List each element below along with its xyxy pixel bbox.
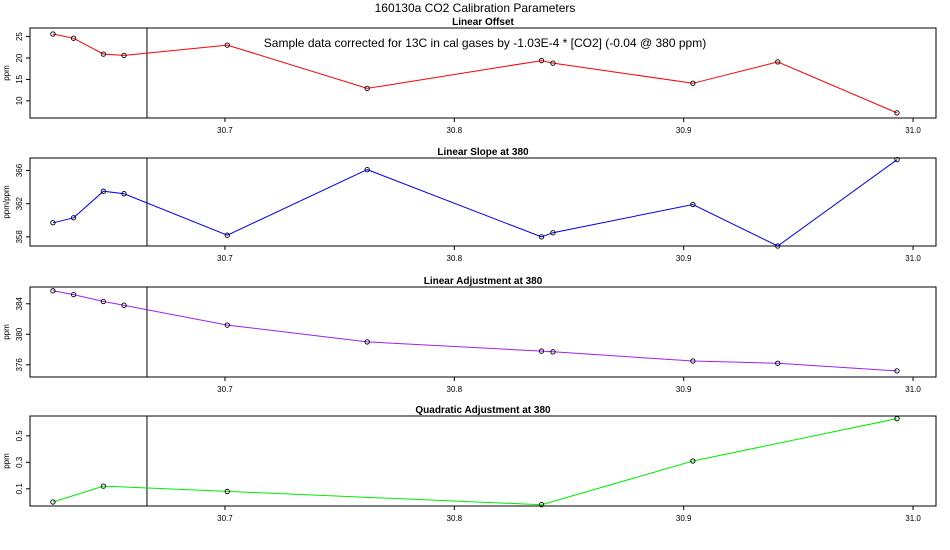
y-tick-label: 0.3 bbox=[15, 456, 24, 468]
x-tick-label: 30.8 bbox=[447, 385, 463, 394]
x-tick-label: 30.9 bbox=[676, 385, 692, 394]
plot-frame bbox=[29, 286, 937, 378]
plot-frame bbox=[29, 415, 937, 507]
data-point bbox=[121, 191, 127, 197]
data-point bbox=[550, 60, 556, 66]
data-point bbox=[50, 220, 56, 226]
data-point bbox=[690, 458, 696, 464]
data-point bbox=[538, 348, 545, 354]
data-point bbox=[538, 502, 545, 508]
x-tick-label: 30.7 bbox=[217, 385, 233, 394]
y-axis-label: ppm bbox=[2, 453, 11, 469]
data-point bbox=[775, 360, 781, 366]
data-point bbox=[894, 157, 900, 163]
data-point bbox=[775, 243, 781, 249]
panel-title: Linear Adjustment at 380 bbox=[424, 276, 543, 287]
series-line bbox=[52, 418, 898, 506]
x-tick-label: 30.7 bbox=[217, 514, 233, 523]
y-tick-label: 362 bbox=[15, 196, 24, 210]
y-axis-label: ppm bbox=[2, 324, 11, 340]
data-point bbox=[894, 415, 900, 422]
data-point bbox=[121, 302, 127, 308]
figure-title: 160130a CO2 Calibration Parameters bbox=[375, 1, 576, 15]
plot-frame bbox=[29, 27, 937, 119]
panel-title: Linear Slope at 380 bbox=[437, 147, 529, 158]
data-point bbox=[894, 368, 900, 374]
data-point bbox=[50, 499, 56, 505]
x-tick-label: 31.0 bbox=[905, 514, 921, 523]
y-tick-label: 10 bbox=[15, 96, 24, 105]
y-tick-label: 384 bbox=[15, 297, 24, 311]
y-tick-label: 0.1 bbox=[15, 483, 24, 495]
data-point bbox=[538, 57, 545, 64]
data-point bbox=[70, 291, 77, 298]
data-point bbox=[224, 488, 230, 495]
data-point bbox=[364, 166, 370, 173]
x-tick-label: 31.0 bbox=[905, 385, 921, 394]
x-tick-label: 30.8 bbox=[447, 126, 463, 135]
data-point bbox=[100, 51, 107, 57]
y-tick-label: 380 bbox=[15, 327, 24, 341]
data-point bbox=[775, 59, 781, 65]
data-point bbox=[550, 349, 556, 355]
data-point bbox=[70, 215, 77, 221]
data-point bbox=[690, 80, 696, 86]
y-tick-label: 25 bbox=[15, 32, 24, 41]
panel-4: Quadratic Adjustment at 380 ppm 0.1 0.3 0.5 3… bbox=[2, 405, 937, 523]
y-tick-label: 15 bbox=[15, 74, 24, 83]
calibration-annotation: Sample data corrected for 13C in cal gas… bbox=[264, 36, 706, 50]
data-point bbox=[364, 85, 370, 92]
data-point bbox=[70, 35, 77, 41]
x-tick-label: 31.0 bbox=[905, 126, 921, 135]
panel-title: Quadratic Adjustment at 380 bbox=[415, 405, 551, 416]
chart-panels: Linear Offset ppm 10 15 20 25 30.7 30.8 30.9 31.0… bbox=[2, 17, 937, 523]
data-point bbox=[224, 322, 230, 328]
data-point bbox=[550, 230, 556, 236]
data-point bbox=[364, 339, 370, 345]
data-point bbox=[100, 483, 107, 489]
y-tick-label: 366 bbox=[15, 163, 24, 177]
x-tick-label: 30.7 bbox=[217, 254, 233, 263]
y-axis-label: ppm/ppm bbox=[2, 185, 11, 219]
series-line bbox=[52, 33, 898, 114]
panel-2: Linear Slope at 380 ppm/ppm 358 362 366 30.7 3… bbox=[2, 147, 937, 263]
data-point bbox=[100, 188, 107, 194]
data-point bbox=[100, 298, 107, 305]
panel-3: Linear Adjustment at 380 ppm 376 380 384 30.7… bbox=[2, 276, 937, 394]
plot-frame bbox=[29, 157, 937, 247]
data-point bbox=[224, 232, 230, 238]
panel-title: Linear Offset bbox=[452, 17, 514, 28]
x-tick-label: 30.9 bbox=[676, 514, 692, 523]
x-tick-label: 30.9 bbox=[676, 254, 692, 263]
y-tick-label: 358 bbox=[15, 230, 24, 244]
y-tick-label: 0.5 bbox=[15, 430, 24, 442]
y-axis-label: ppm bbox=[2, 65, 11, 81]
x-tick-label: 30.8 bbox=[447, 514, 463, 523]
data-point bbox=[224, 42, 230, 48]
y-tick-label: 376 bbox=[15, 358, 24, 372]
panel-1: Linear Offset ppm 10 15 20 25 30.7 30.8 30.9 31.0 bbox=[2, 17, 937, 135]
data-point bbox=[50, 288, 56, 294]
data-point bbox=[690, 201, 696, 208]
x-tick-label: 30.8 bbox=[447, 254, 463, 263]
series-line bbox=[52, 290, 898, 372]
x-tick-label: 30.9 bbox=[676, 126, 692, 135]
data-point bbox=[121, 52, 127, 59]
data-point bbox=[50, 31, 56, 37]
series-line bbox=[52, 159, 898, 247]
data-point bbox=[894, 110, 900, 116]
data-point bbox=[690, 358, 696, 364]
x-tick-label: 31.0 bbox=[905, 254, 921, 263]
data-point bbox=[538, 234, 545, 240]
y-tick-label: 20 bbox=[15, 53, 24, 62]
x-tick-label: 30.7 bbox=[217, 126, 233, 135]
